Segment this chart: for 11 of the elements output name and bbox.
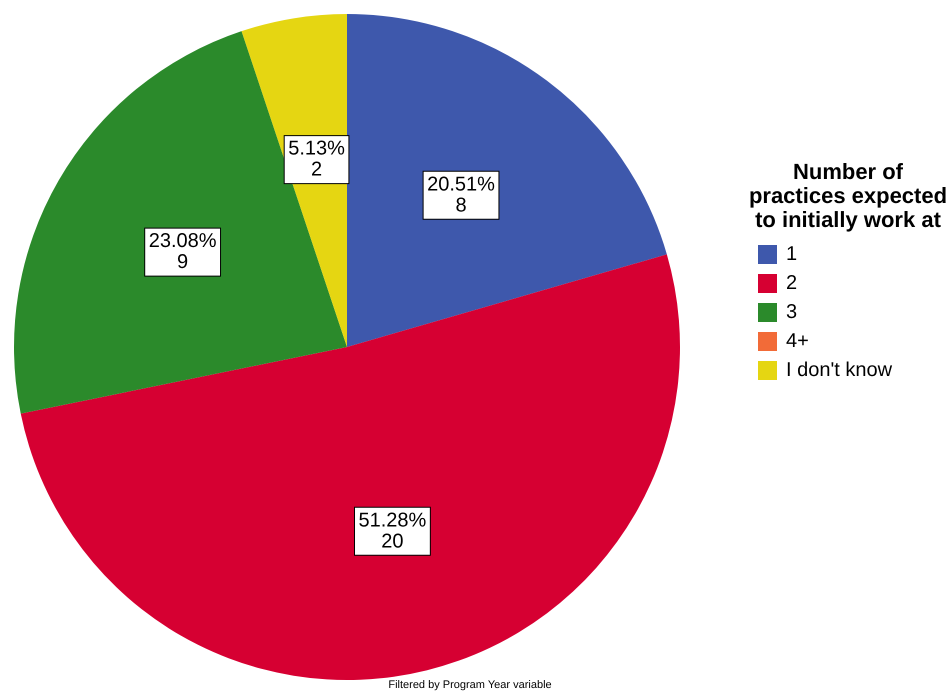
legend-title: Number of practices expected to initially work at xyxy=(748,159,948,232)
text: Filtered by Program Year variable xyxy=(387,679,553,691)
legend-label: 1 xyxy=(786,243,798,266)
data-label: 23.08% 9 xyxy=(148,230,217,274)
data-label: 5.13% 2 xyxy=(288,138,346,181)
legend-label: I don't know xyxy=(786,359,892,382)
legend-label: 4+ xyxy=(786,330,809,353)
data-label: 20.51% 8 xyxy=(427,173,496,216)
data-label: 51.28% 20 xyxy=(358,509,427,552)
legend-label: 3 xyxy=(786,301,798,324)
legend-label: 2 xyxy=(786,272,798,295)
